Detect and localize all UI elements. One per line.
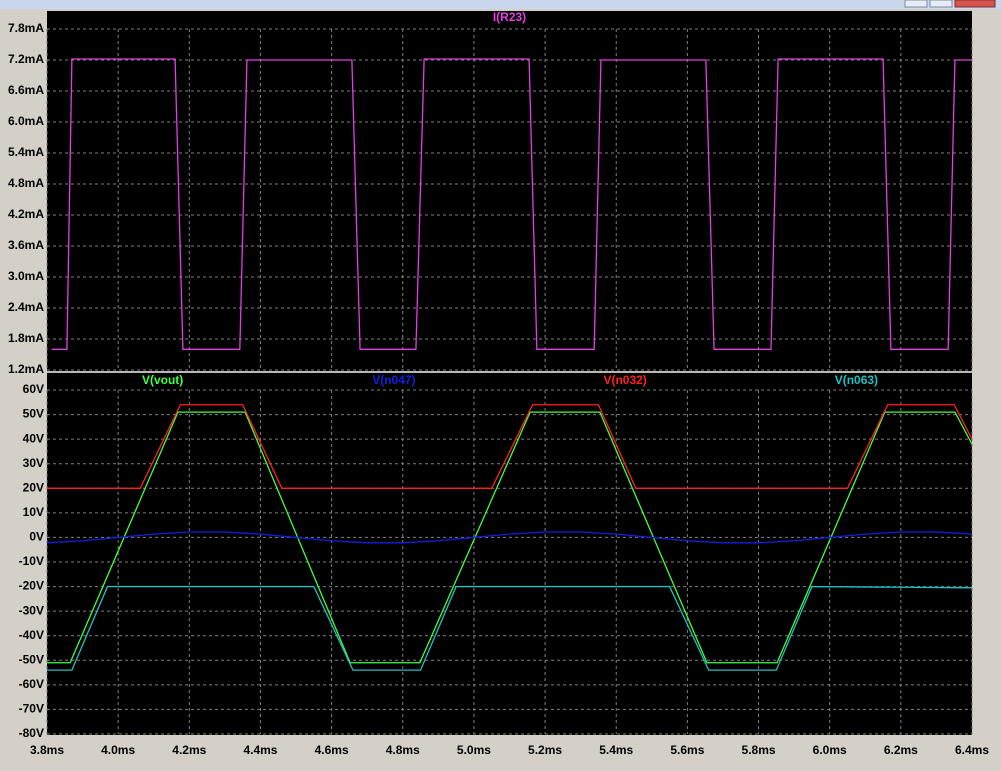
y-tick-label: 7.2mA [8, 52, 44, 66]
series-line [47, 585, 973, 671]
y-tick-label: -50V [19, 652, 44, 666]
y-tick-label: 3.0mA [8, 269, 44, 283]
y-tick-label: -10V [19, 554, 44, 568]
legend-label: V(n032) [603, 373, 646, 387]
y-tick-label: -70V [19, 702, 44, 716]
y-tick-label: 40V [23, 431, 44, 445]
legend-label: V(vout) [142, 373, 183, 387]
plot-pane [47, 373, 972, 735]
series-line [51, 58, 972, 350]
y-tick-label: 6.0mA [8, 114, 44, 128]
y-tick-label: 1.2mA [8, 362, 44, 376]
y-tick-label: -60V [19, 677, 44, 691]
x-tick-label: 6.4ms [955, 743, 989, 757]
y-tick-label: 10V [23, 505, 44, 519]
x-tick-label: 4.4ms [243, 743, 277, 757]
y-tick-label: 2.4mA [8, 300, 44, 314]
x-tick-label: 5.4ms [599, 743, 633, 757]
maximize-button[interactable] [929, 0, 953, 8]
minimize-button[interactable] [904, 0, 928, 8]
x-tick-label: 4.6ms [315, 743, 349, 757]
close-button[interactable] [954, 0, 996, 8]
plot-pane [47, 11, 972, 371]
x-tick-label: 6.2ms [884, 743, 918, 757]
y-tick-label: 3.6mA [8, 238, 44, 252]
y-tick-label: 4.8mA [8, 176, 44, 190]
y-tick-label: 0V [29, 530, 44, 544]
y-tick-label: -80V [19, 726, 44, 740]
legend-label: I(R23) [493, 10, 526, 24]
x-tick-label: 4.2ms [172, 743, 206, 757]
y-tick-label: 30V [23, 456, 44, 470]
y-tick-label: 4.2mA [8, 207, 44, 221]
y-tick-label: 7.8mA [8, 21, 44, 35]
x-tick-label: 5.8ms [742, 743, 776, 757]
y-tick-label: 5.4mA [8, 145, 44, 159]
x-tick-label: 4.0ms [101, 743, 135, 757]
x-tick-label: 3.8ms [30, 743, 64, 757]
y-tick-label: 60V [23, 382, 44, 396]
y-tick-label: -30V [19, 603, 44, 617]
x-tick-label: 5.2ms [528, 743, 562, 757]
y-tick-label: 20V [23, 480, 44, 494]
title-bar [0, 0, 1001, 9]
legend-label: V(n063) [835, 373, 878, 387]
x-tick-label: 4.8ms [386, 743, 420, 757]
y-tick-label: -40V [19, 628, 44, 642]
series-line [46, 531, 973, 544]
series-line [47, 404, 973, 489]
x-tick-label: 5.0ms [457, 743, 491, 757]
y-tick-label: 1.8mA [8, 331, 44, 345]
x-tick-label: 6.0ms [813, 743, 847, 757]
x-tick-label: 5.6ms [670, 743, 704, 757]
legend-label: V(n047) [372, 373, 415, 387]
y-tick-label: -20V [19, 579, 44, 593]
y-tick-label: 6.6mA [8, 83, 44, 97]
y-tick-label: 50V [23, 407, 44, 421]
